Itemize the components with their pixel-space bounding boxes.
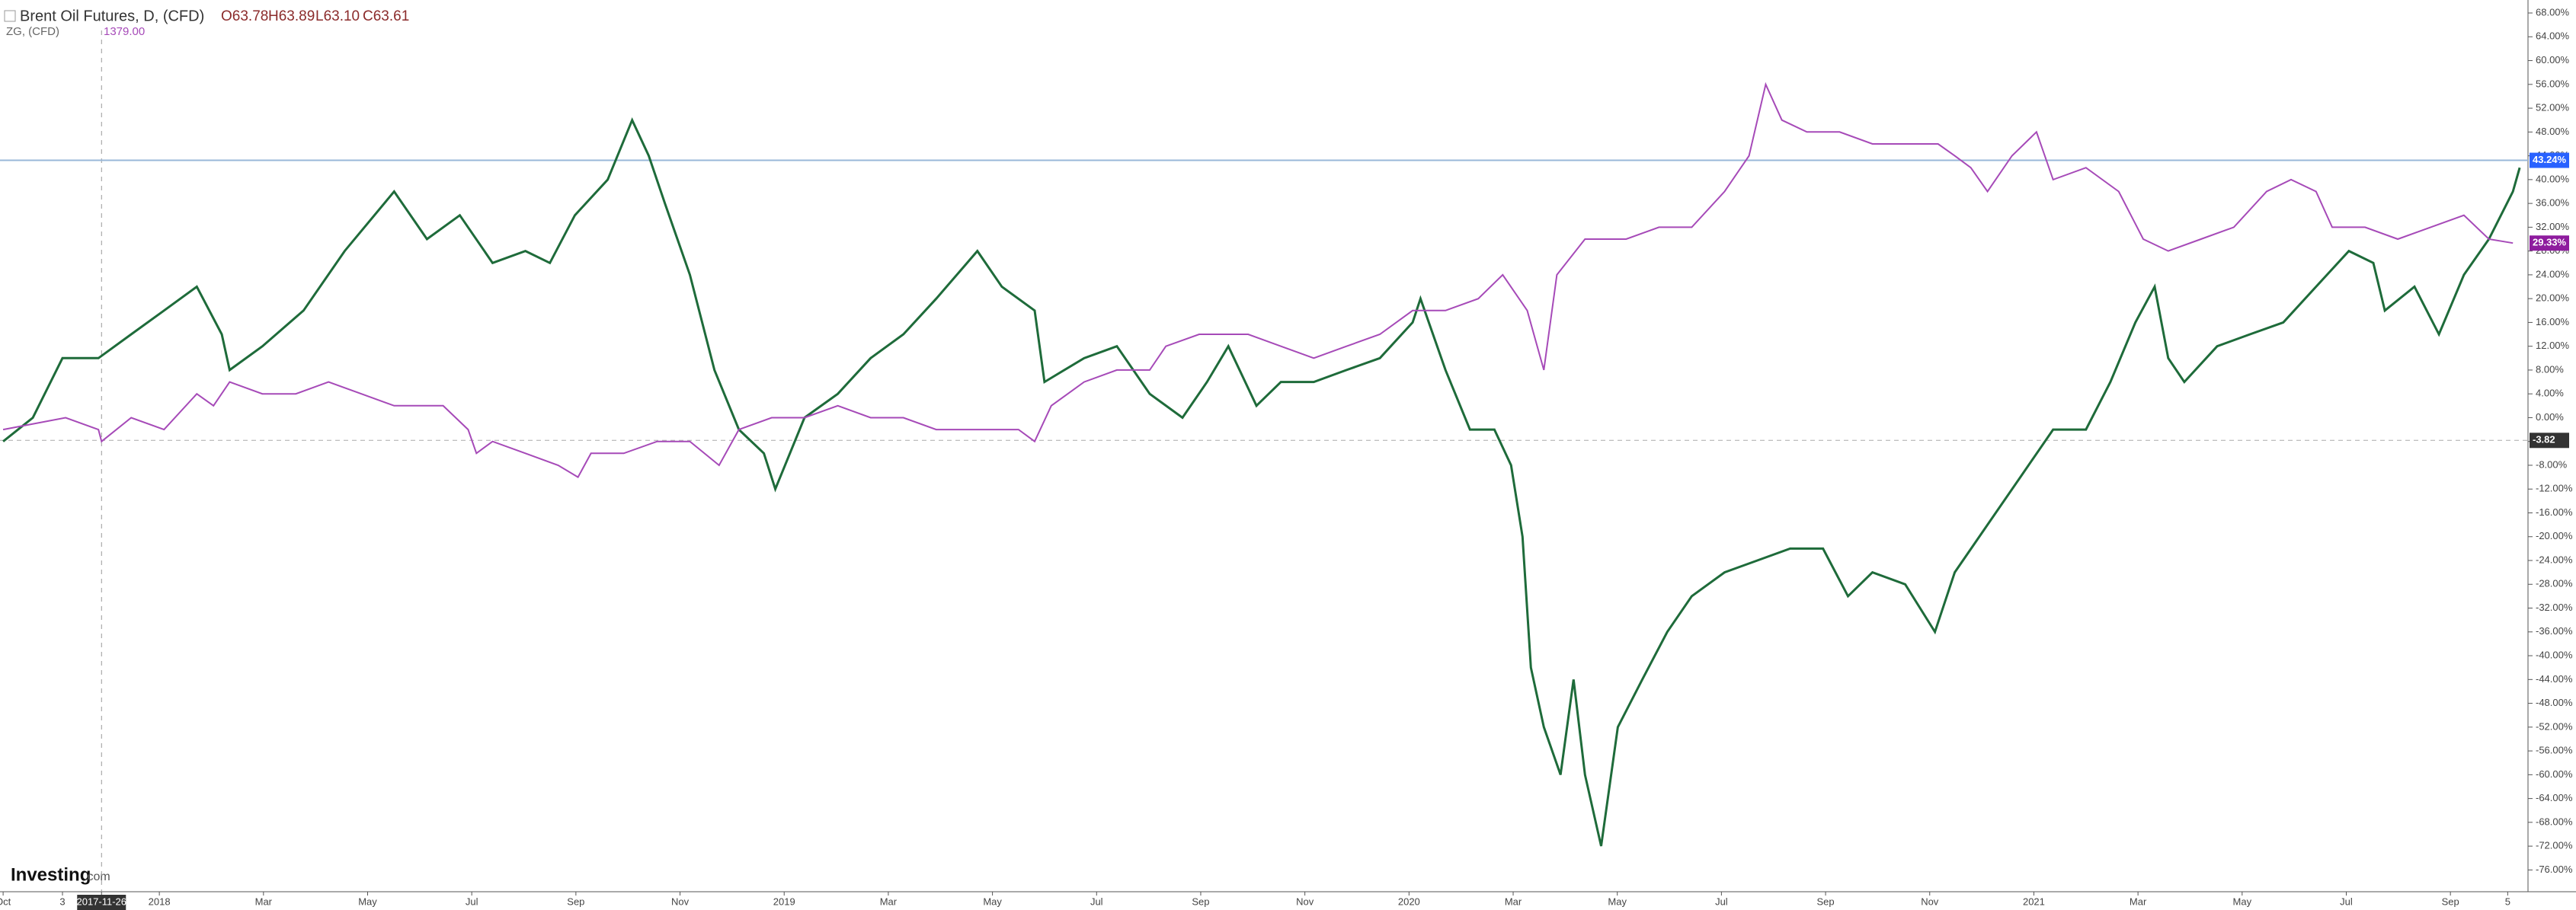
x-tick-label: Nov: [1296, 896, 1314, 907]
crosshair-label-bg: [77, 895, 126, 910]
ohlc-high: H63.89: [268, 8, 315, 24]
y-tick-label: 32.00%: [2536, 221, 2570, 232]
y-tick-label: -72.00%: [2536, 840, 2573, 851]
price-label-bg: [2530, 152, 2569, 168]
price-label-bg: [2530, 433, 2569, 449]
price-label: 43.24%: [2533, 154, 2567, 165]
y-tick-label: 4.00%: [2536, 388, 2564, 399]
y-tick-label: 52.00%: [2536, 102, 2570, 113]
y-tick-label: -64.00%: [2536, 792, 2573, 803]
x-tick-label: Sep: [2442, 896, 2459, 907]
x-tick-label: 2019: [773, 896, 795, 907]
symbol-title: Brent Oil Futures, D, (CFD): [20, 8, 204, 24]
x-tick-label: Sep: [1816, 896, 1834, 907]
x-tick-label: 2018: [149, 896, 171, 907]
x-tick-label: May: [358, 896, 377, 907]
y-tick-label: 48.00%: [2536, 126, 2570, 137]
x-tick-label: 3: [59, 896, 65, 907]
x-tick-label: Mar: [880, 896, 898, 907]
x-tick-label: Jul: [2340, 896, 2353, 907]
x-tick-label: Sep: [567, 896, 584, 907]
y-tick-label: 24.00%: [2536, 268, 2570, 279]
x-tick-label: Nov: [671, 896, 690, 907]
y-tick-label: -76.00%: [2536, 864, 2573, 875]
y-tick-label: 68.00%: [2536, 6, 2570, 18]
logo-suffix: .com: [84, 870, 110, 883]
y-tick-label: 60.00%: [2536, 54, 2570, 65]
y-tick-label: 8.00%: [2536, 363, 2564, 375]
y-tick-label: 40.00%: [2536, 173, 2570, 184]
y-tick-label: 20.00%: [2536, 292, 2570, 304]
y-tick-label: -44.00%: [2536, 673, 2573, 685]
compare-value: 1379.00: [104, 25, 145, 38]
y-tick-label: -36.00%: [2536, 625, 2573, 637]
y-tick-label: 56.00%: [2536, 78, 2570, 89]
x-tick-label: 2020: [1398, 896, 1420, 907]
y-tick-label: 64.00%: [2536, 30, 2570, 42]
y-tick-label: 0.00%: [2536, 411, 2564, 423]
x-tick-label: Jul: [466, 896, 478, 907]
y-tick-label: -60.00%: [2536, 768, 2573, 780]
compare-name: ZG, (CFD): [6, 25, 59, 38]
x-tick-label: May: [1608, 896, 1627, 907]
collapse-icon[interactable]: [4, 10, 16, 22]
x-tick-label: Oct: [0, 896, 11, 907]
ohlc-open: O63.78: [221, 8, 268, 24]
y-tick-label: 12.00%: [2536, 340, 2570, 351]
y-tick-label: -28.00%: [2536, 578, 2573, 589]
y-tick-label: -68.00%: [2536, 816, 2573, 827]
ohlc-low: L63.10: [315, 8, 360, 24]
y-tick-label: 16.00%: [2536, 316, 2570, 327]
y-tick-label: 36.00%: [2536, 197, 2570, 209]
x-tick-label: Mar: [1505, 896, 1522, 907]
y-tick-label: -12.00%: [2536, 483, 2573, 494]
y-tick-label: -20.00%: [2536, 530, 2573, 541]
y-tick-label: -24.00%: [2536, 554, 2573, 565]
x-tick-label: 2021: [2023, 896, 2045, 907]
logo: Investing: [11, 864, 91, 885]
series-line: [2, 81, 2514, 478]
x-tick-label: 2017-11-26: [76, 896, 126, 907]
x-tick-label: 5: [2505, 896, 2510, 907]
y-tick-label: -32.00%: [2536, 602, 2573, 613]
price-label: 29.33%: [2533, 237, 2567, 248]
x-tick-label: Jul: [1715, 896, 1728, 907]
y-tick-label: -8.00%: [2536, 458, 2568, 470]
x-tick-label: May: [983, 896, 1002, 907]
series-line: [2, 117, 2521, 847]
price-label: -3.82: [2533, 434, 2555, 445]
x-tick-label: May: [2233, 896, 2252, 907]
ohlc-close: C63.61: [363, 8, 409, 24]
y-tick-label: -52.00%: [2536, 720, 2573, 732]
x-tick-label: Mar: [2130, 896, 2147, 907]
y-tick-label: -16.00%: [2536, 506, 2573, 518]
y-tick-label: -40.00%: [2536, 649, 2573, 660]
price-label-bg: [2530, 235, 2569, 251]
x-tick-label: Mar: [255, 896, 273, 907]
y-tick-label: -56.00%: [2536, 745, 2573, 756]
x-tick-label: Jul: [1090, 896, 1103, 907]
y-tick-label: -48.00%: [2536, 697, 2573, 708]
x-tick-label: Sep: [1192, 896, 1209, 907]
x-tick-label: Nov: [1921, 896, 1939, 907]
